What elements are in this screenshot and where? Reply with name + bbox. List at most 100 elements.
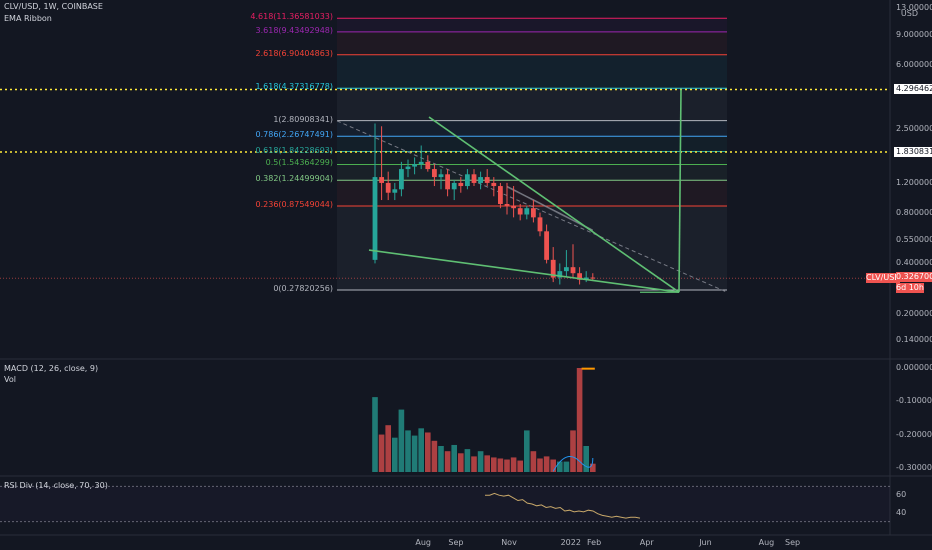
price-axis-tick: 0.80000000 <box>896 207 932 217</box>
fib-level-label: 1.618(4.37316778) <box>255 82 334 92</box>
volume-bar <box>411 435 418 472</box>
volume-bar <box>517 460 523 472</box>
fib-band <box>337 31 727 55</box>
volume-bar <box>405 430 411 472</box>
volume-bar <box>431 440 438 472</box>
volume-bar <box>464 449 471 472</box>
price-axis-tick: 1.20000000 <box>896 177 932 187</box>
candle-body <box>405 166 411 170</box>
volume-bar <box>458 453 464 472</box>
candle-body <box>425 161 431 170</box>
volume-bar <box>471 456 477 472</box>
candle-body <box>478 177 483 183</box>
fib-band <box>337 54 727 89</box>
fib-band <box>337 206 727 291</box>
volume-bar <box>576 368 583 472</box>
candle-body <box>504 204 510 206</box>
vol-label: Vol <box>4 375 16 384</box>
ema-ribbon-legend[interactable]: EMA Ribbon <box>4 14 52 23</box>
candle-body <box>418 161 424 165</box>
macd-line <box>552 455 594 472</box>
upper-price-tag[interactable]: 4.29646274 <box>894 84 932 95</box>
time-axis-label: Sep <box>785 538 801 547</box>
candle-body <box>399 169 404 190</box>
current-price-tag: 0.32670000 <box>896 272 932 283</box>
candle-body <box>491 182 497 187</box>
rsi-axis-tick: 60 <box>896 490 907 500</box>
volume-bar <box>491 457 497 472</box>
candle-body <box>498 186 503 205</box>
volume-bar <box>570 430 576 472</box>
projection-line <box>678 89 682 293</box>
volume-bar <box>550 459 556 472</box>
volume-bar <box>451 444 457 472</box>
volume-bar <box>477 451 484 472</box>
fib-level-label: 4.618(11.36581033) <box>250 12 333 22</box>
fib-level-label: 0.786(2.26747491) <box>255 130 334 140</box>
candle-body <box>471 174 477 183</box>
volume-bar <box>398 409 405 472</box>
macd-axis-tick: -0.10000000 <box>896 396 932 406</box>
upper-wedge-line <box>428 116 680 293</box>
fib-band <box>337 180 727 207</box>
fib-band <box>337 18 727 32</box>
volume-bar <box>378 434 385 472</box>
macd-axis-tick: -0.30000000 <box>896 463 932 472</box>
lower-wedge-line <box>368 249 680 294</box>
rsi-axis-tick: 40 <box>896 507 907 517</box>
macd-legend[interactable]: MACD (12, 26, close, 9) <box>4 364 98 373</box>
rsi-label: RSI Div (14, close, 70, 30) <box>4 481 108 490</box>
volume-bar <box>372 397 378 472</box>
fib-band <box>337 88 727 121</box>
vol-legend[interactable]: Vol <box>4 375 16 384</box>
candle-body <box>531 208 536 218</box>
fib-level-label: 0.618(1.84228693) <box>255 145 334 155</box>
candle-body <box>577 273 582 280</box>
volume-bar <box>583 446 589 472</box>
ema-ribbon-line <box>506 186 593 231</box>
candle-body <box>583 277 589 280</box>
time-axis-label: 2022 <box>560 538 581 547</box>
candle-body <box>385 182 391 193</box>
volume-bar <box>557 461 563 472</box>
candle-body <box>524 208 530 215</box>
candle-body <box>465 174 470 187</box>
candle-body <box>537 217 543 232</box>
rsi-legend[interactable]: RSI Div (14, close, 70, 30) <box>4 481 108 490</box>
macd-axis-tick: 0.00000000 <box>896 363 932 372</box>
volume-bar <box>537 458 543 472</box>
time-axis-label: Aug <box>415 538 432 547</box>
price-axis-tick: 0.55000000 <box>896 235 932 245</box>
candle-body <box>484 177 490 183</box>
price-axis-tick: 2.50000000 <box>896 124 932 134</box>
rsi-line <box>485 492 641 519</box>
price-axis-tick: 0.14000000 <box>896 335 932 345</box>
price-axis-tick: 0.40000000 <box>896 258 932 268</box>
fib-band <box>337 120 727 137</box>
candle-body <box>451 182 457 190</box>
volume-bar <box>590 463 596 472</box>
candle-body <box>570 267 576 274</box>
time-axis-label: Aug <box>758 538 775 547</box>
symbol-legend: CLV/USD, 1W, COINBASE <box>4 2 103 11</box>
candle-body <box>445 174 450 190</box>
volume-bar <box>444 451 451 472</box>
candle-body <box>590 277 596 279</box>
fib-level-label: 0(0.27820256) <box>273 284 333 294</box>
time-axis-label: Feb <box>587 538 602 547</box>
candle-body <box>517 208 523 215</box>
ema-ribbon-line <box>506 186 593 232</box>
time-axis-label: Sep <box>448 538 464 547</box>
fib-level-label: 0.236(0.87549044) <box>255 200 334 210</box>
candle-body <box>372 177 378 260</box>
fib-level-label: 3.618(9.43492948) <box>255 25 334 35</box>
countdown-tag: 6d 10h <box>896 283 924 294</box>
mid-price-tag[interactable]: 1.83083175 <box>894 146 932 157</box>
candle-body <box>438 174 444 178</box>
fib-band <box>337 151 727 165</box>
candle-body <box>564 267 569 272</box>
rsi-band <box>0 486 890 522</box>
volume-bar <box>530 451 537 472</box>
fib-level-label: 0.382(1.24499904) <box>255 174 334 184</box>
